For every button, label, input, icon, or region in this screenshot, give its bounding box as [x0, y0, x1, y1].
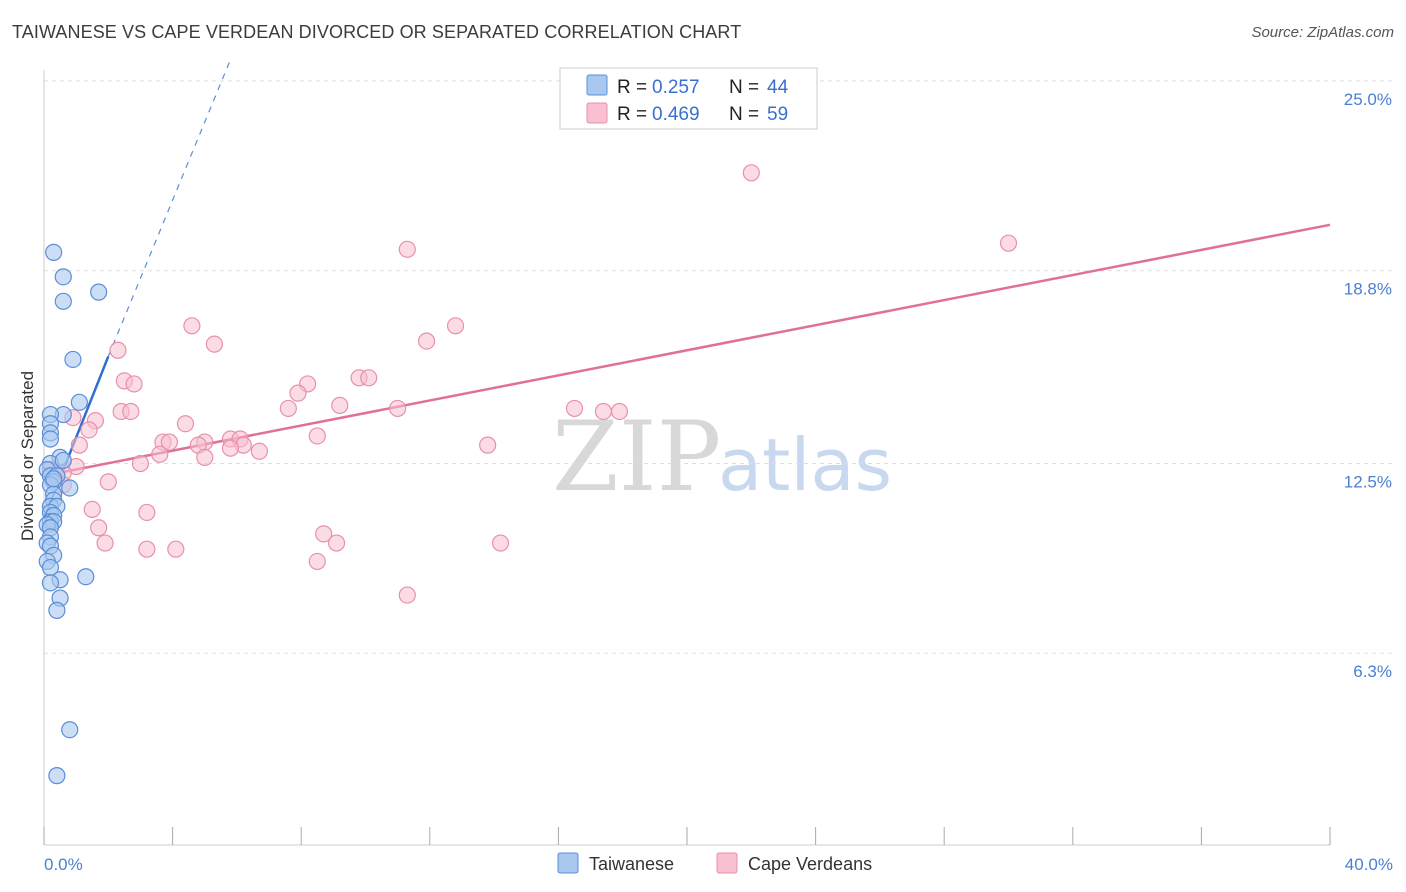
- point-taiwanese: [54, 292, 72, 310]
- point-cape-verdeans: [90, 519, 108, 537]
- point-taiwanese: [90, 283, 108, 301]
- point-taiwanese: [48, 601, 66, 619]
- point-cape-verdeans: [151, 445, 169, 463]
- point-taiwanese: [48, 767, 66, 785]
- legend-r-value-0: 0.257: [652, 77, 700, 98]
- point-taiwanese: [77, 568, 95, 586]
- legend-r-label-0: R =: [617, 77, 647, 98]
- point-cape-verdeans: [160, 433, 178, 451]
- y-axis-title: Divorced or Separated: [18, 371, 37, 541]
- point-cape-verdeans: [138, 540, 156, 558]
- point-taiwanese: [45, 470, 63, 488]
- point-cape-verdeans: [80, 421, 98, 439]
- point-taiwanese: [54, 451, 72, 470]
- y-tick-label: 18.8%: [1344, 280, 1392, 299]
- legend-n-value-1: 59: [767, 104, 788, 125]
- point-taiwanese: [41, 574, 60, 592]
- point-cape-verdeans: [125, 375, 143, 393]
- point-cape-verdeans: [99, 473, 117, 491]
- point-cape-verdeans: [70, 436, 88, 454]
- point-taiwanese: [70, 393, 88, 411]
- point-cape-verdeans: [389, 399, 407, 418]
- bottom-legend-cape-verdeans: Cape Verdeans: [748, 854, 872, 874]
- trend-line-taiwanese-extension: [107, 59, 232, 357]
- legend-r-value-1: 0.469: [652, 104, 700, 125]
- point-cape-verdeans: [167, 540, 185, 558]
- point-cape-verdeans: [398, 586, 416, 604]
- y-tick-label: 12.5%: [1344, 473, 1392, 492]
- point-cape-verdeans: [308, 552, 326, 571]
- point-cape-verdeans: [999, 234, 1018, 252]
- point-cape-verdeans: [315, 525, 333, 543]
- point-cape-verdeans: [122, 402, 140, 421]
- watermark-zip: ZIP: [552, 401, 721, 513]
- point-cape-verdeans: [479, 436, 497, 454]
- x-tick-labels: 0.0% 40.0%: [44, 855, 1393, 874]
- point-cape-verdeans: [250, 442, 269, 460]
- point-cape-verdeans: [279, 399, 297, 418]
- point-taiwanese: [45, 243, 63, 261]
- point-cape-verdeans: [183, 317, 201, 335]
- bottom-legend: Taiwanese Cape Verdeans: [557, 852, 872, 874]
- legend-r-label-1: R =: [617, 104, 647, 125]
- point-cape-verdeans: [331, 396, 349, 414]
- point-cape-verdeans: [131, 454, 150, 473]
- y-tick-labels: 6.3% 12.5% 18.8% 25.0%: [1344, 90, 1392, 681]
- point-cape-verdeans: [96, 534, 114, 552]
- legend-n-label-1: N =: [729, 104, 759, 125]
- point-cape-verdeans: [594, 402, 613, 421]
- legend-box: R = 0.257 N = 44 R = 0.469 N = 59: [559, 67, 818, 130]
- point-cape-verdeans: [138, 503, 156, 522]
- point-cape-verdeans: [83, 500, 101, 518]
- point-taiwanese: [64, 350, 82, 369]
- chart-title: TAIWANESE VS CAPE VERDEAN DIVORCED OR SE…: [12, 22, 742, 42]
- grid-lines: [44, 80, 1392, 654]
- legend-swatch-cape-verdeans: [586, 102, 608, 124]
- point-cape-verdeans: [417, 332, 436, 350]
- legend-n-value-0: 44: [767, 77, 789, 98]
- point-cape-verdeans: [205, 335, 223, 353]
- point-cape-verdeans: [742, 164, 760, 182]
- bottom-legend-swatch-cape-verdeans: [716, 852, 738, 874]
- point-cape-verdeans: [289, 384, 307, 402]
- legend-n-label-0: N =: [729, 77, 759, 98]
- x-tick-label-min: 0.0%: [44, 855, 83, 874]
- bottom-legend-swatch-taiwanese: [557, 852, 579, 874]
- source-label: Source: ZipAtlas.com: [1251, 24, 1394, 41]
- point-cape-verdeans: [221, 439, 240, 457]
- point-cape-verdeans: [176, 415, 195, 433]
- data-points: [38, 164, 1018, 785]
- point-taiwanese: [61, 721, 79, 739]
- point-cape-verdeans: [398, 240, 416, 258]
- point-cape-verdeans: [196, 448, 214, 466]
- point-cape-verdeans: [610, 402, 629, 421]
- point-cape-verdeans: [308, 427, 326, 445]
- watermark-atlas: atlas: [718, 423, 892, 507]
- point-taiwanese: [61, 479, 79, 497]
- point-taiwanese: [54, 268, 72, 286]
- y-tick-label: 6.3%: [1353, 662, 1392, 681]
- x-tick-label-max: 40.0%: [1345, 855, 1393, 874]
- point-cape-verdeans: [491, 534, 510, 552]
- point-cape-verdeans: [327, 534, 346, 552]
- legend-swatch-taiwanese: [586, 74, 608, 96]
- axes: [43, 70, 1331, 846]
- bottom-legend-taiwanese: Taiwanese: [589, 854, 674, 874]
- point-cape-verdeans: [565, 399, 584, 418]
- y-tick-label: 25.0%: [1344, 90, 1392, 109]
- point-cape-verdeans: [360, 369, 378, 387]
- point-taiwanese: [41, 430, 60, 448]
- watermark: ZIP atlas: [552, 401, 892, 513]
- point-cape-verdeans: [109, 341, 127, 359]
- point-cape-verdeans: [446, 317, 465, 335]
- trend-line-cape-verdeans: [43, 223, 1331, 477]
